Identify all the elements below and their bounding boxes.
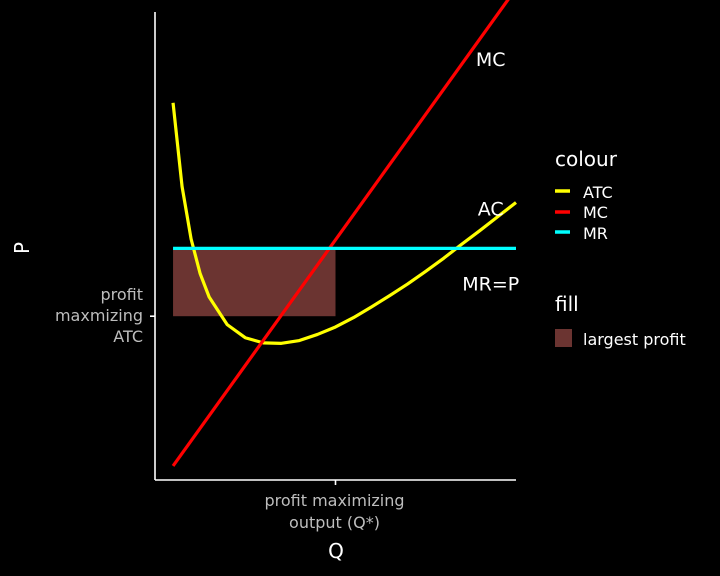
legend-label-mc: MC: [583, 203, 608, 222]
legend-label-mr: MR: [583, 224, 608, 243]
curve-label-mr-p: MR=P: [462, 273, 519, 295]
curve-label-mc: MC: [476, 49, 506, 71]
series-line-mc: [171, 0, 510, 467]
curve-label-ac: AC: [478, 199, 504, 221]
x-tick-label: profit maximizing output (Q*): [264, 491, 404, 532]
legend: colour ATC MC MR fill largest profit: [555, 147, 686, 349]
legend-item-largest-profit: largest profit: [555, 329, 686, 349]
x-axis-title: Q: [328, 539, 344, 563]
legend-item-mc: MC: [555, 203, 608, 222]
legend-key-largest-profit: [555, 329, 572, 347]
legend-colour-title: colour: [555, 147, 618, 171]
y-tick-label: profit maxmizing ATC: [55, 285, 143, 346]
legend-item-mr: MR: [555, 224, 608, 243]
legend-label-largest-profit: largest profit: [583, 330, 686, 349]
legend-item-atc: ATC: [555, 183, 613, 202]
legend-fill-title: fill: [555, 292, 579, 316]
y-axis-title: P: [10, 242, 34, 254]
series-line-atc: [171, 102, 517, 345]
profit-rectangle: [173, 248, 336, 317]
plot-area: MC AC MR=P: [171, 0, 519, 467]
legend-label-atc: ATC: [583, 183, 613, 202]
